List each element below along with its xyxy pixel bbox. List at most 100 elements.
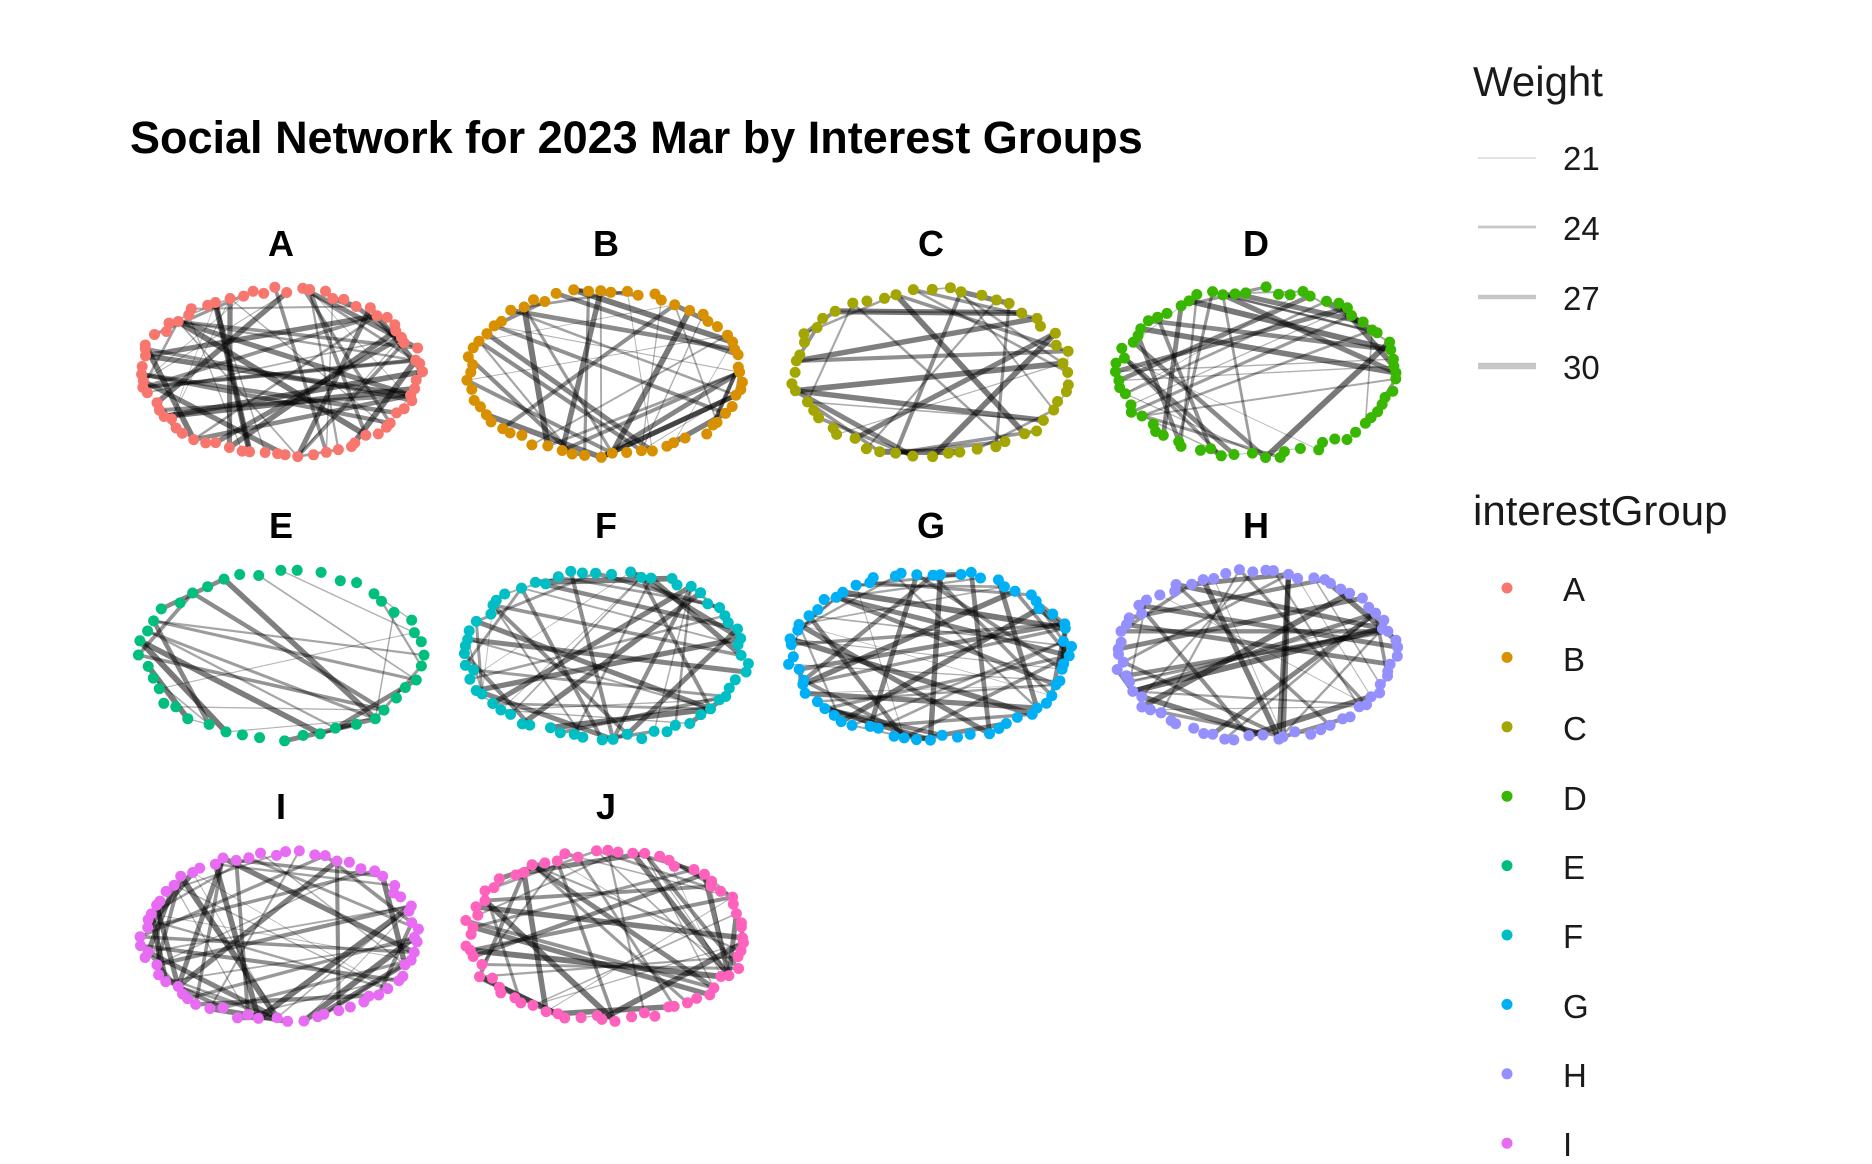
node (861, 296, 872, 307)
group-legend-label: G (1563, 988, 1589, 1026)
node (351, 719, 362, 730)
group-legend-label: F (1563, 918, 1583, 956)
node (416, 636, 427, 647)
nodes (133, 565, 430, 747)
node (1198, 728, 1209, 739)
node (327, 293, 338, 304)
node (812, 322, 823, 333)
node (1010, 586, 1021, 597)
node (382, 983, 393, 994)
node (391, 407, 402, 418)
node (945, 282, 956, 293)
node (646, 573, 657, 584)
edge (318, 960, 412, 1017)
node (1216, 450, 1227, 461)
node (1051, 340, 1062, 351)
node (705, 881, 716, 892)
node (255, 848, 266, 859)
group-key-dot (1502, 1068, 1513, 1079)
node (662, 726, 673, 737)
node (238, 291, 249, 302)
facet-label: I (276, 786, 286, 827)
node (1034, 603, 1045, 614)
weight-legend-label: 21 (1563, 140, 1600, 178)
node (956, 286, 967, 297)
node (473, 336, 484, 347)
node (799, 328, 810, 339)
node (333, 1005, 344, 1016)
node (669, 299, 680, 310)
node (487, 973, 498, 984)
node (1372, 327, 1383, 338)
node (1173, 436, 1184, 447)
node (292, 451, 303, 462)
node (1171, 579, 1182, 590)
node (260, 447, 271, 458)
group-key-dot (1502, 721, 1513, 732)
node (591, 845, 602, 856)
node (1121, 670, 1132, 681)
weight-legend-keys (1478, 158, 1536, 366)
group-legend-title: interestGroup (1473, 487, 1727, 535)
node (622, 729, 633, 740)
node (1162, 308, 1173, 319)
node (798, 675, 809, 686)
node (850, 433, 861, 444)
node (474, 971, 485, 982)
node (812, 696, 823, 707)
node (232, 1012, 243, 1023)
node (1019, 428, 1030, 439)
weight-legend-label: 30 (1563, 349, 1600, 387)
node (210, 437, 221, 448)
node (412, 936, 423, 947)
node (1156, 707, 1167, 718)
node (1141, 595, 1152, 606)
node (372, 310, 383, 321)
group-key-dot (1502, 999, 1513, 1010)
edge (855, 333, 1055, 438)
facet-f: F (459, 505, 754, 745)
node (298, 730, 309, 741)
node (461, 941, 472, 952)
node (879, 293, 890, 304)
node (134, 635, 145, 646)
node (786, 378, 797, 389)
node (399, 337, 410, 348)
node (1344, 588, 1355, 599)
node (351, 577, 362, 588)
node (1305, 291, 1316, 302)
node (419, 650, 430, 661)
node (509, 992, 520, 1003)
node (499, 589, 510, 600)
node (540, 578, 551, 589)
node (684, 305, 695, 316)
node (728, 899, 739, 910)
node (649, 726, 660, 737)
node (1050, 328, 1061, 339)
node (528, 1000, 539, 1011)
node (794, 619, 805, 630)
node (733, 951, 744, 962)
node (315, 728, 326, 739)
node (1031, 426, 1042, 437)
node (188, 434, 199, 445)
node (234, 569, 245, 580)
node (639, 1007, 650, 1018)
node (231, 855, 242, 866)
weight-legend-title: Weight (1473, 58, 1603, 106)
node (140, 340, 151, 351)
node (471, 616, 482, 627)
node (661, 441, 672, 452)
node (596, 452, 607, 463)
node (253, 570, 264, 581)
node (733, 639, 744, 650)
node (595, 285, 606, 296)
node (715, 886, 726, 897)
node (865, 721, 876, 732)
node (471, 685, 482, 696)
node (956, 569, 967, 580)
node (258, 288, 269, 299)
node (135, 931, 146, 942)
node (281, 287, 292, 298)
